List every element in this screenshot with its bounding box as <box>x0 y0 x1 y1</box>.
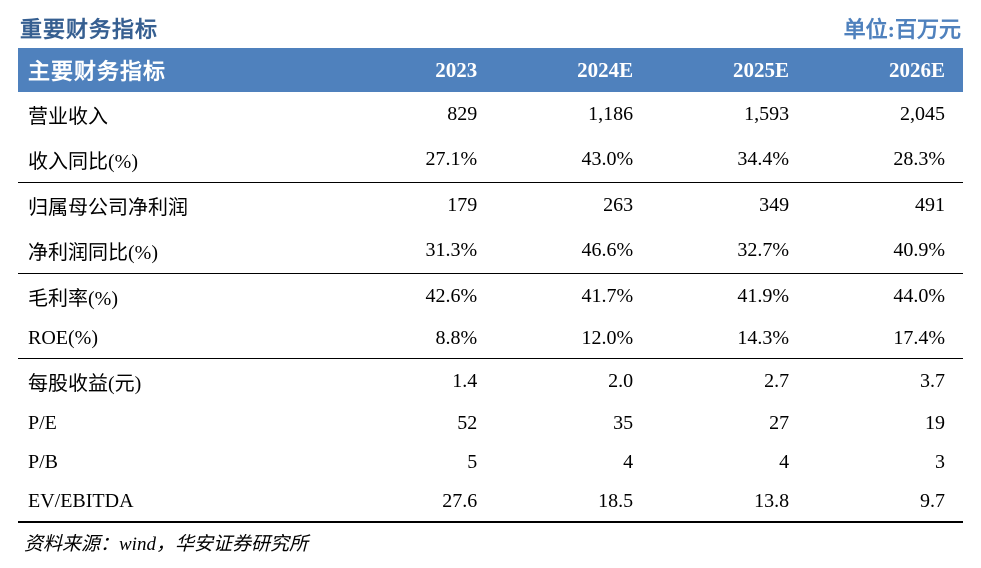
row-value: 17.4% <box>807 319 963 359</box>
row-value: 40.9% <box>807 228 963 274</box>
table-row: EV/EBITDA27.618.513.89.7 <box>18 482 963 522</box>
row-value: 1.4 <box>339 359 495 405</box>
row-value: 3 <box>807 443 963 482</box>
row-label: EV/EBITDA <box>18 482 339 522</box>
row-label: 营业收入 <box>18 92 339 137</box>
row-value: 42.6% <box>339 274 495 320</box>
table-body: 营业收入8291,1861,5932,045 收入同比(%)27.1%43.0%… <box>18 92 963 522</box>
row-value: 1,186 <box>495 92 651 137</box>
table-row: 归属母公司净利润179263349491 <box>18 183 963 229</box>
row-label: ROE(%) <box>18 319 339 359</box>
row-value: 41.9% <box>651 274 807 320</box>
row-label: 毛利率(%) <box>18 274 339 320</box>
table-title-right: 单位:百万元 <box>844 12 961 44</box>
row-value: 18.5 <box>495 482 651 522</box>
row-value: 1,593 <box>651 92 807 137</box>
table-row: 收入同比(%)27.1%43.0%34.4%28.3% <box>18 137 963 183</box>
row-value: 4 <box>495 443 651 482</box>
row-value: 19 <box>807 404 963 443</box>
row-value: 31.3% <box>339 228 495 274</box>
row-value: 8.8% <box>339 319 495 359</box>
row-value: 179 <box>339 183 495 229</box>
table-row: P/E52352719 <box>18 404 963 443</box>
row-label: P/B <box>18 443 339 482</box>
row-value: 41.7% <box>495 274 651 320</box>
row-value: 4 <box>651 443 807 482</box>
row-value: 2.0 <box>495 359 651 405</box>
header-year-0: 2023 <box>339 48 495 92</box>
row-label: P/E <box>18 404 339 443</box>
row-value: 2,045 <box>807 92 963 137</box>
table-row: 营业收入8291,1861,5932,045 <box>18 92 963 137</box>
table-row: 净利润同比(%)31.3%46.6%32.7%40.9% <box>18 228 963 274</box>
table-row: ROE(%)8.8%12.0%14.3%17.4% <box>18 319 963 359</box>
row-value: 3.7 <box>807 359 963 405</box>
table-title-bar: 重要财务指标 单位:百万元 <box>18 12 963 48</box>
table-row: 每股收益(元)1.42.02.73.7 <box>18 359 963 405</box>
row-value: 12.0% <box>495 319 651 359</box>
row-value: 491 <box>807 183 963 229</box>
row-value: 27.1% <box>339 137 495 183</box>
row-value: 27.6 <box>339 482 495 522</box>
row-label: 归属母公司净利润 <box>18 183 339 229</box>
row-value: 28.3% <box>807 137 963 183</box>
row-value: 13.8 <box>651 482 807 522</box>
table-header: 主要财务指标 20232024E2025E2026E <box>18 48 963 92</box>
row-value: 349 <box>651 183 807 229</box>
table-header-row: 主要财务指标 20232024E2025E2026E <box>18 48 963 92</box>
row-value: 44.0% <box>807 274 963 320</box>
row-value: 32.7% <box>651 228 807 274</box>
table-row: P/B5443 <box>18 443 963 482</box>
row-value: 5 <box>339 443 495 482</box>
source-note: 资料来源：wind，华安证券研究所 <box>18 523 963 556</box>
row-value: 34.4% <box>651 137 807 183</box>
row-value: 9.7 <box>807 482 963 522</box>
row-value: 46.6% <box>495 228 651 274</box>
row-label: 每股收益(元) <box>18 359 339 405</box>
row-value: 35 <box>495 404 651 443</box>
row-value: 2.7 <box>651 359 807 405</box>
row-value: 263 <box>495 183 651 229</box>
row-value: 14.3% <box>651 319 807 359</box>
financial-metrics-table: 主要财务指标 20232024E2025E2026E 营业收入8291,1861… <box>18 48 963 523</box>
table-title-left: 重要财务指标 <box>20 12 158 44</box>
row-value: 27 <box>651 404 807 443</box>
row-value: 43.0% <box>495 137 651 183</box>
header-year-1: 2024E <box>495 48 651 92</box>
header-label-cell: 主要财务指标 <box>18 48 339 92</box>
row-label: 净利润同比(%) <box>18 228 339 274</box>
row-label: 收入同比(%) <box>18 137 339 183</box>
header-year-2: 2025E <box>651 48 807 92</box>
row-value: 52 <box>339 404 495 443</box>
table-row: 毛利率(%)42.6%41.7%41.9%44.0% <box>18 274 963 320</box>
row-value: 829 <box>339 92 495 137</box>
header-year-3: 2026E <box>807 48 963 92</box>
